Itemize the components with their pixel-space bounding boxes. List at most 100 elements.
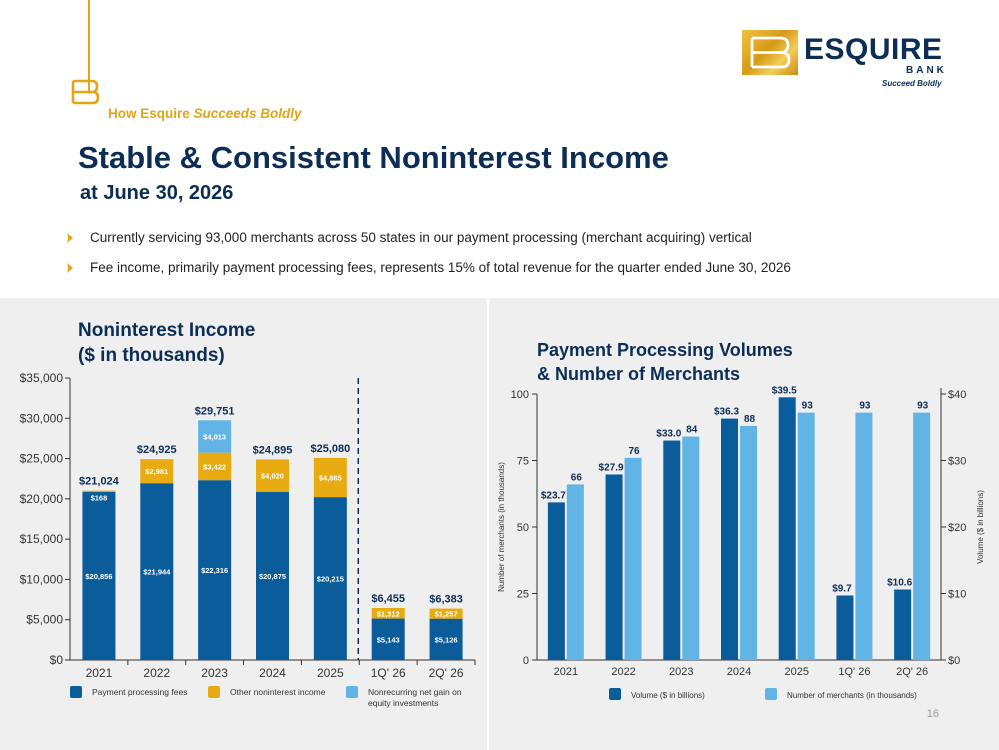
bar-segment (198, 480, 232, 660)
legend-swatch (208, 686, 220, 698)
y-tick-label: $5,000 (26, 613, 63, 627)
data-label: $36.3 (714, 407, 739, 418)
bar-segment (429, 608, 463, 619)
logo-tagline: Succeed Boldly (882, 79, 942, 88)
bar (721, 418, 738, 660)
data-label: $20,215 (317, 575, 344, 584)
data-label: $4,020 (261, 472, 284, 481)
total-label: $25,080 (310, 443, 350, 455)
bar-segment (313, 497, 347, 660)
x-tick-label: 2021 (86, 666, 113, 680)
x-tick-label: 2024 (727, 666, 751, 678)
left-y-axis-title: Number of merchants (in thousands) (497, 462, 506, 592)
data-label: 84 (686, 425, 698, 436)
esquire-bank-logo: ESQUIRE BANK Succeed Boldly (742, 30, 944, 92)
bar-segment (371, 607, 405, 619)
bullet-chevron-icon (67, 263, 73, 273)
eb-monogram-icon (71, 79, 100, 105)
tagline-italic: Succeeds Boldly (193, 106, 302, 121)
bar-segment (198, 452, 232, 481)
payment-processing-panel: Payment Processing Volumes & Number of M… (489, 298, 999, 750)
data-label: 66 (571, 472, 583, 483)
x-tick-label: 2024 (259, 666, 286, 680)
noninterest-income-panel: Noninterest Income ($ in thousands) $0 $5… (0, 298, 487, 750)
bar (797, 412, 815, 660)
data-label: $20,856 (85, 572, 112, 581)
bullet-text: Fee income, primarily payment processing… (90, 260, 791, 275)
bar (547, 502, 565, 660)
left-y-tick-label: 25 (517, 589, 529, 601)
left-y-tick-label: 0 (523, 655, 529, 667)
x-tick-label: 2023 (201, 666, 228, 680)
data-label: $168 (91, 494, 108, 503)
logo-eb-icon (750, 36, 791, 69)
data-label: $27.9 (599, 462, 624, 473)
bar (855, 412, 873, 660)
right-y-tick-label: $40 (948, 389, 966, 401)
data-label: $1,312 (377, 609, 400, 618)
bullet-text: Currently servicing 93,000 merchants acr… (90, 230, 752, 245)
bar-segment (429, 618, 463, 660)
bar (566, 484, 584, 660)
data-label: $4,865 (319, 474, 342, 483)
data-label: $2,981 (145, 467, 168, 476)
data-label: $4,013 (203, 432, 226, 441)
legend-label: Nonrecurring net gain on equity investmen… (368, 687, 462, 708)
bar-segment (82, 490, 116, 492)
payment-processing-chart: Payment Processing Volumes & Number of M… (497, 340, 985, 700)
right-y-tick-label: $20 (948, 522, 966, 534)
y-tick-label: $15,000 (20, 532, 64, 546)
bar (913, 412, 931, 660)
data-label: 88 (744, 414, 756, 425)
header-gold-rule (88, 0, 90, 92)
y-tick-label: $35,000 (20, 371, 64, 385)
data-label: $10.6 (887, 578, 912, 589)
y-tick-label: $10,000 (20, 572, 64, 586)
data-label: $23.7 (541, 490, 566, 501)
legend-label: Payment processing fees (92, 687, 187, 697)
x-tick-label: 2022 (143, 666, 170, 680)
bar-segment (256, 459, 289, 492)
data-label: $5,143 (377, 635, 400, 644)
page-title: Stable & Consistent Noninterest Income (78, 140, 669, 175)
bar-segment (140, 483, 174, 660)
bar-segment (82, 491, 116, 660)
y-tick-label: $20,000 (20, 492, 64, 506)
legend-swatch (346, 686, 358, 698)
bar-segment (313, 457, 347, 498)
left-y-tick-label: 50 (517, 522, 529, 534)
data-label: $20,875 (259, 572, 286, 581)
data-label: $39.5 (772, 385, 797, 396)
total-label: $6,383 (429, 594, 463, 606)
logo-wordmark: ESQUIRE (804, 33, 943, 66)
data-label: $1,257 (435, 610, 458, 619)
right-y-tick-label: $30 (948, 456, 966, 468)
page-subtitle: at June 30, 2026 (80, 182, 234, 204)
bar (778, 397, 796, 660)
right-y-tick-label: $10 (948, 589, 966, 601)
tagline: How Esquire Succeeds Boldly (108, 106, 302, 121)
tagline-plain: How Esquire (108, 106, 194, 121)
data-label: $3,422 (203, 462, 226, 471)
x-tick-label: 2Q' 26 (896, 666, 928, 678)
bar (682, 436, 700, 660)
bar (624, 457, 642, 660)
y-tick-label: $0 (50, 653, 64, 667)
bar-segment (371, 618, 405, 660)
x-tick-label: 1Q' 26 (838, 666, 870, 678)
data-label: $22,316 (201, 566, 228, 575)
bar-segment (198, 420, 232, 453)
bullet-item: Currently servicing 93,000 merchants acr… (66, 229, 966, 259)
x-tick-label: 2Q' 26 (429, 666, 464, 680)
x-tick-label: 1Q' 26 (371, 666, 406, 680)
legend-swatch (609, 688, 621, 700)
data-label: 93 (859, 401, 871, 412)
bar-segment (140, 459, 174, 484)
total-label: $24,895 (253, 444, 293, 456)
data-label: 93 (802, 401, 814, 412)
bullet-chevron-icon (67, 233, 73, 243)
chart1-title: Noninterest Income (78, 320, 255, 341)
data-label: 76 (629, 446, 641, 457)
right-y-axis-title: Volume ($ in billions) (976, 490, 985, 564)
data-label: $5,126 (435, 635, 458, 644)
